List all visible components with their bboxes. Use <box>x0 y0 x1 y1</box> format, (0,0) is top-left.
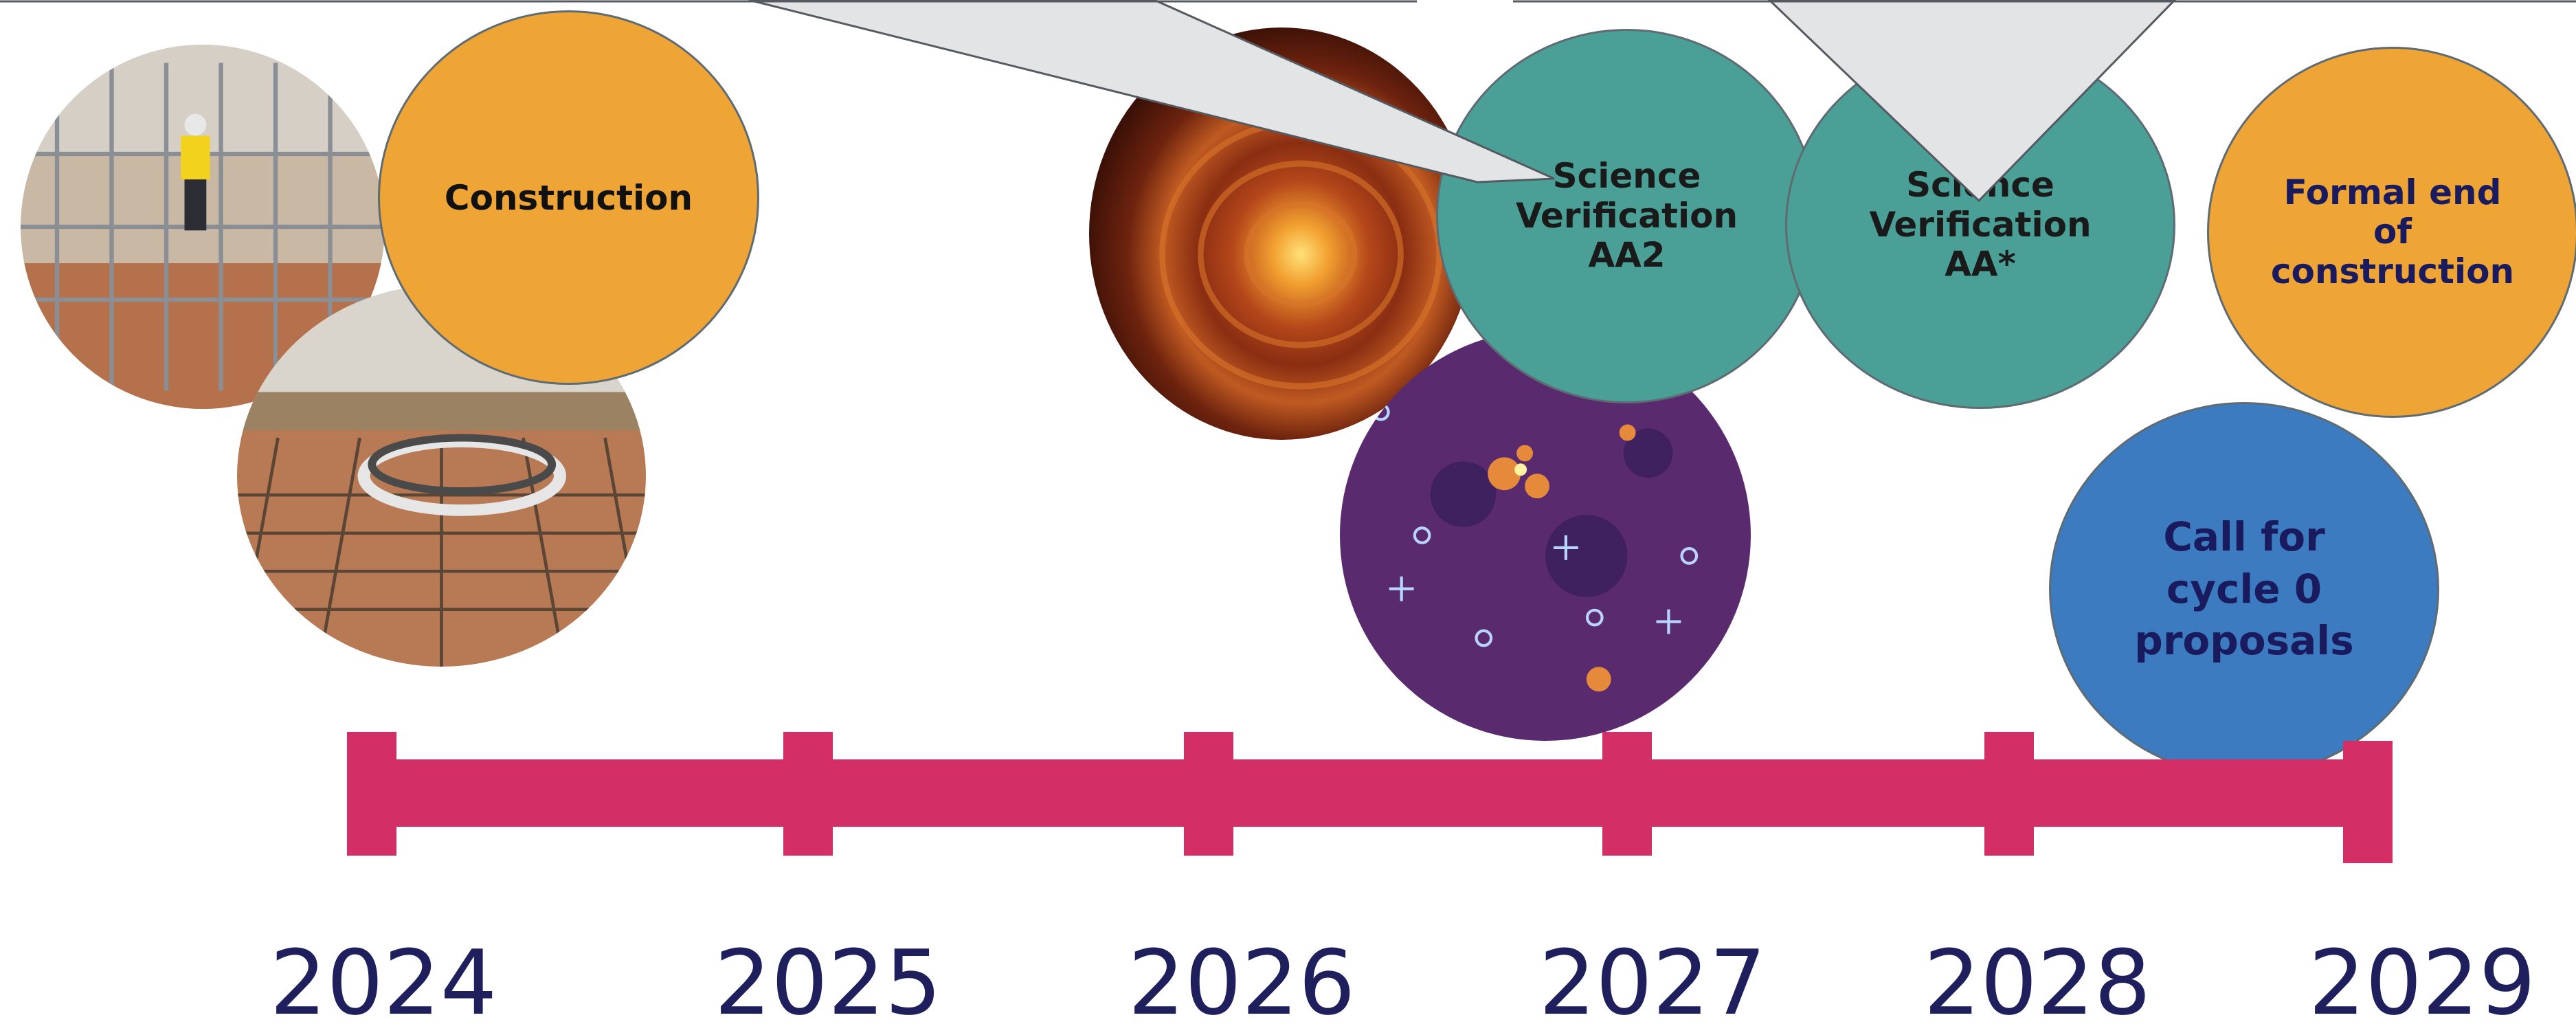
radio-sky-map-image <box>1340 330 1751 741</box>
year-label-2026: 2026 <box>1128 931 1356 1035</box>
year-label-2028: 2028 <box>1923 931 2151 1035</box>
timeline-tick-2028 <box>1984 732 2034 856</box>
science-verification-aastar-milestone: Science Verification AA* <box>1785 41 2175 409</box>
science-verification-aa2-milestone: Science Verification AA2 <box>1436 29 1817 403</box>
year-label-2027: 2027 <box>1538 931 1767 1035</box>
year-label-2029: 2029 <box>2308 931 2536 1035</box>
timeline-tick-2029 <box>2343 741 2393 863</box>
year-label-2025: 2025 <box>714 931 942 1035</box>
call-for-cycle-0-proposals-milestone: Call for cycle 0 proposals <box>2049 402 2439 777</box>
timeline-tick-2024 <box>347 732 396 856</box>
timeline-bar <box>350 759 2388 827</box>
timeline-tick-2025 <box>783 732 833 856</box>
construction-milestone: Construction <box>378 10 759 385</box>
timeline-tick-2026 <box>1184 732 1233 856</box>
timeline-tick-2027 <box>1602 732 1652 856</box>
formal-end-of-construction-milestone: Formal end of construction <box>2207 47 2576 418</box>
year-label-2024: 2024 <box>269 931 497 1035</box>
